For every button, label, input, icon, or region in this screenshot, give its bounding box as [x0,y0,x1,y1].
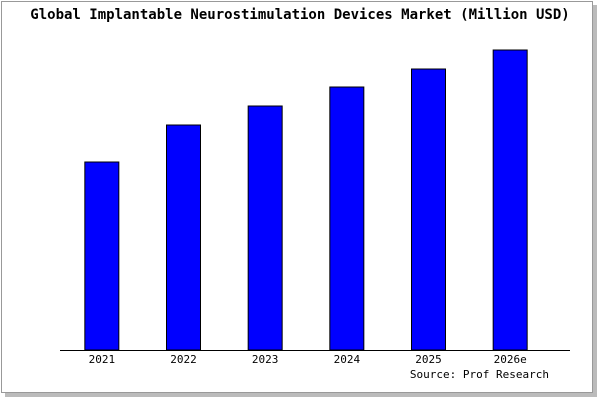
bar [166,124,201,351]
x-tick-label: 2022 [170,353,197,366]
x-tick-label: 2023 [252,353,279,366]
x-tick-label: 2024 [334,353,361,366]
x-tick-label: 2026e [494,353,527,366]
bar [329,86,365,351]
bar [411,68,446,351]
bar [247,105,283,351]
bar [492,49,528,351]
bar [84,161,120,351]
source-note: Source: Prof Research [410,368,549,381]
x-tick-label: 2025 [415,353,442,366]
chart-title: Global Implantable Neurostimulation Devi… [30,7,569,23]
x-tick-label: 2021 [89,353,116,366]
